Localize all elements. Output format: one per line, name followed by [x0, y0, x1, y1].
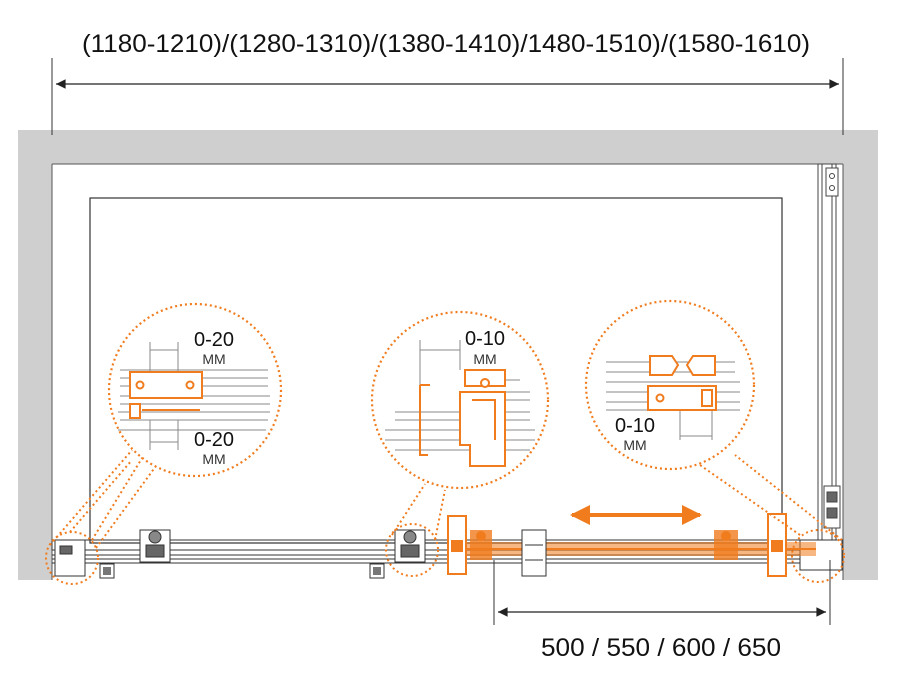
left-wall — [18, 130, 52, 580]
left-detail-bottom-range: 0-20 — [194, 429, 234, 451]
middle-detail-range: 0-10 — [465, 328, 505, 350]
detail-left: 0-20 ММ 0-20 ММ — [107, 302, 283, 478]
callout-middle-marker — [385, 523, 439, 577]
right-detail-range: 0-10 — [615, 415, 655, 437]
left-detail-top-range: 0-20 — [194, 329, 234, 351]
callout-connectors — [69, 459, 157, 549]
door-width-dimension: 500 / 550 / 600 / 650 — [493, 560, 831, 662]
door-width-label: 500 / 550 / 600 / 650 — [541, 634, 781, 662]
middle-detail-profile — [419, 385, 428, 456]
overall-width-label: (1180-1210)/(1280-1310)/(1380-1410)/1480… — [82, 30, 810, 58]
middle-detail-unit: ММ — [473, 351, 496, 367]
left-detail-top-unit: ММ — [202, 351, 225, 367]
callout-markers — [45, 444, 845, 585]
sliding-door — [447, 513, 816, 577]
door-end-cap — [521, 529, 547, 577]
door-roller-1 — [470, 530, 492, 560]
walls — [18, 130, 878, 580]
left-detail-bottom-unit: ММ — [202, 451, 225, 467]
fixed-glass-panel — [89, 197, 783, 544]
right-wall — [843, 164, 878, 580]
right-detail-unit: ММ — [623, 437, 646, 453]
ceiling-wall — [18, 130, 878, 164]
roller-middle — [394, 529, 426, 563]
detail-middle: 0-10 ММ — [370, 310, 550, 490]
overall-width-dimension: (1180-1210)/(1280-1310)/(1380-1410)/1480… — [51, 30, 844, 135]
right-wall-profile — [817, 163, 841, 550]
callout-right-marker — [791, 529, 845, 583]
roller-left — [139, 529, 171, 563]
top-bracket — [825, 167, 839, 197]
callout-left-marker — [45, 531, 99, 585]
right-detail-hinge-top — [649, 355, 680, 376]
detail-right: 0-10 ММ — [584, 299, 756, 471]
